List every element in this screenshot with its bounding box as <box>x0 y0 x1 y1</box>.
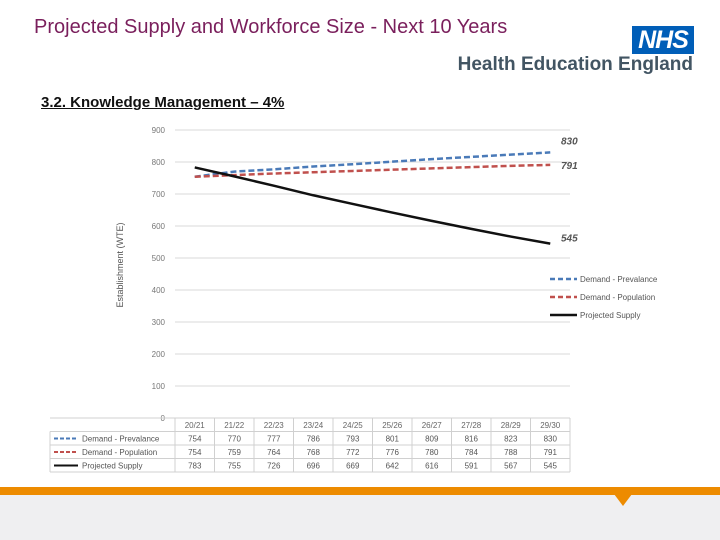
table-cell: 764 <box>267 448 281 457</box>
legend-label: Projected Supply <box>580 311 640 320</box>
x-tick-label: 23/24 <box>303 421 324 430</box>
y-tick-label: 100 <box>152 382 166 391</box>
series-line-2 <box>194 166 551 245</box>
table-cell: 696 <box>307 462 321 471</box>
chart-legend: Demand - Prevalance Demand - Population Pr… <box>550 275 658 320</box>
x-tick-label: 21/22 <box>224 421 245 430</box>
data-table: 20/21 21/22 22/23 23/24 24/25 25/26 26/27 27/28… <box>49 417 571 473</box>
y-tick-label: 800 <box>152 158 166 167</box>
end-label: 545 <box>561 234 578 245</box>
nhs-logo: NHS <box>632 26 694 54</box>
table-cell: 754 <box>188 448 202 457</box>
y-tick-label: 400 <box>152 286 166 295</box>
line-chart: 0100200300400500600700800900 Establishme… <box>49 126 658 473</box>
x-tick-label: 20/21 <box>185 421 206 430</box>
x-tick-label: 29/30 <box>540 421 561 430</box>
table-cell: 791 <box>544 448 558 457</box>
series-line-1 <box>194 163 551 178</box>
table-series-name: Demand - Population <box>82 448 157 457</box>
table-cell: 788 <box>504 448 518 457</box>
table-cell: 669 <box>346 462 360 471</box>
end-label: 791 <box>561 161 578 172</box>
table-cell: 777 <box>267 435 281 444</box>
x-tick-label: 26/27 <box>422 421 443 430</box>
table-cell: 591 <box>465 462 479 471</box>
end-labels: 830 791 545 <box>561 136 578 244</box>
table-series-name: Projected Supply <box>82 462 142 471</box>
table-cell: 567 <box>504 462 518 471</box>
table-cell: 726 <box>267 462 281 471</box>
table-cell: 754 <box>188 435 202 444</box>
footer-notch <box>614 494 632 506</box>
y-tick-label: 200 <box>152 350 166 359</box>
table-cell: 830 <box>544 435 558 444</box>
table-cell: 786 <box>307 435 321 444</box>
legend-label: Demand - Prevalance <box>580 275 658 284</box>
table-cell: 801 <box>386 435 400 444</box>
table-cell: 768 <box>307 448 321 457</box>
table-cell: 823 <box>504 435 518 444</box>
table-cell: 770 <box>228 435 242 444</box>
table-cell: 776 <box>386 448 400 457</box>
y-tick-label: 700 <box>152 190 166 199</box>
table-cell: 772 <box>346 448 360 457</box>
table-cell: 759 <box>228 448 242 457</box>
table-cell: 642 <box>386 462 400 471</box>
footer-accent-bar <box>0 487 720 495</box>
table-series-name: Demand - Prevalance <box>82 435 160 444</box>
y-axis-label: Establishment (WTE) <box>115 222 125 307</box>
footer-strip <box>0 495 720 540</box>
y-tick-label: 300 <box>152 318 166 327</box>
table-cell: 793 <box>346 435 360 444</box>
table-cell: 616 <box>425 462 439 471</box>
table-cell: 783 <box>188 462 202 471</box>
chart-grid <box>175 129 570 419</box>
table-cell: 545 <box>544 462 558 471</box>
x-tick-label: 22/23 <box>264 421 285 430</box>
table-cell: 784 <box>465 448 479 457</box>
x-tick-label: 24/25 <box>343 421 364 430</box>
table-cell: 755 <box>228 462 242 471</box>
end-label: 830 <box>561 136 578 147</box>
y-tick-label: 600 <box>152 222 166 231</box>
x-tick-label: 25/26 <box>382 421 403 430</box>
y-tick-label: 900 <box>152 126 166 135</box>
table-cell: 809 <box>425 435 439 444</box>
x-tick-label: 28/29 <box>501 421 522 430</box>
org-name: Health Education England <box>457 54 693 75</box>
series-line-0 <box>194 151 551 178</box>
table-cell: 780 <box>425 448 439 457</box>
table-cell: 816 <box>465 435 479 444</box>
x-tick-label: 27/28 <box>461 421 482 430</box>
y-axis-ticks: 0100200300400500600700800900 <box>152 126 166 423</box>
page-title: Projected Supply and Workforce Size - Ne… <box>34 16 508 38</box>
legend-label: Demand - Population <box>580 293 655 302</box>
section-subtitle: 3.2. Knowledge Management – 4% <box>41 94 285 111</box>
y-tick-label: 500 <box>152 254 166 263</box>
chart-series <box>194 151 551 245</box>
